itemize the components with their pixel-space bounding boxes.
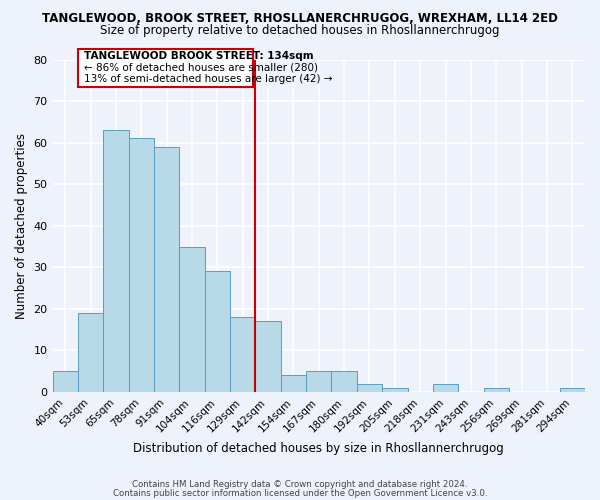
FancyBboxPatch shape	[78, 49, 253, 86]
Bar	[78, 313, 103, 392]
Text: TANGLEWOOD BROOK STREET: 134sqm: TANGLEWOOD BROOK STREET: 134sqm	[84, 51, 314, 61]
Text: 13% of semi-detached houses are larger (42) →: 13% of semi-detached houses are larger (…	[84, 74, 333, 85]
Bar	[433, 384, 458, 392]
X-axis label: Distribution of detached houses by size in Rhosllannerchrugog: Distribution of detached houses by size …	[133, 442, 504, 455]
Bar	[357, 384, 382, 392]
Text: Contains public sector information licensed under the Open Government Licence v3: Contains public sector information licen…	[113, 488, 487, 498]
Y-axis label: Number of detached properties: Number of detached properties	[15, 132, 28, 318]
Text: ← 86% of detached houses are smaller (280): ← 86% of detached houses are smaller (28…	[84, 63, 318, 73]
Bar	[560, 388, 585, 392]
Bar	[103, 130, 128, 392]
Bar	[230, 317, 256, 392]
Text: TANGLEWOOD, BROOK STREET, RHOSLLANERCHRUGOG, WREXHAM, LL14 2ED: TANGLEWOOD, BROOK STREET, RHOSLLANERCHRU…	[42, 12, 558, 26]
Text: Size of property relative to detached houses in Rhosllannerchrugog: Size of property relative to detached ho…	[100, 24, 500, 37]
Bar	[306, 371, 331, 392]
Bar	[205, 272, 230, 392]
Bar	[331, 371, 357, 392]
Bar	[128, 138, 154, 392]
Bar	[179, 246, 205, 392]
Text: Contains HM Land Registry data © Crown copyright and database right 2024.: Contains HM Land Registry data © Crown c…	[132, 480, 468, 489]
Bar	[484, 388, 509, 392]
Bar	[256, 322, 281, 392]
Bar	[382, 388, 407, 392]
Bar	[53, 371, 78, 392]
Bar	[281, 376, 306, 392]
Bar	[154, 147, 179, 392]
